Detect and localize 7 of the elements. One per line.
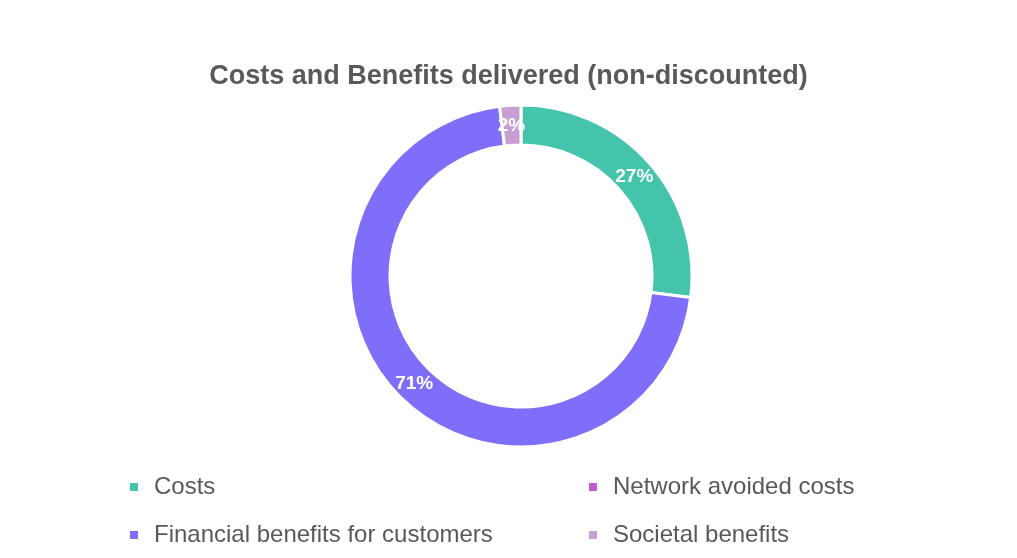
chart-title: Costs and Benefits delivered (non-discounted) xyxy=(209,60,808,90)
legend-label: Network avoided costs xyxy=(613,472,855,499)
legend-label: Costs xyxy=(154,472,216,499)
data-label: 71% xyxy=(395,371,434,393)
data-label: 27% xyxy=(615,165,654,187)
legend-label: Societal benefits xyxy=(613,520,790,547)
legend-label: Financial benefits for customers xyxy=(154,520,493,547)
